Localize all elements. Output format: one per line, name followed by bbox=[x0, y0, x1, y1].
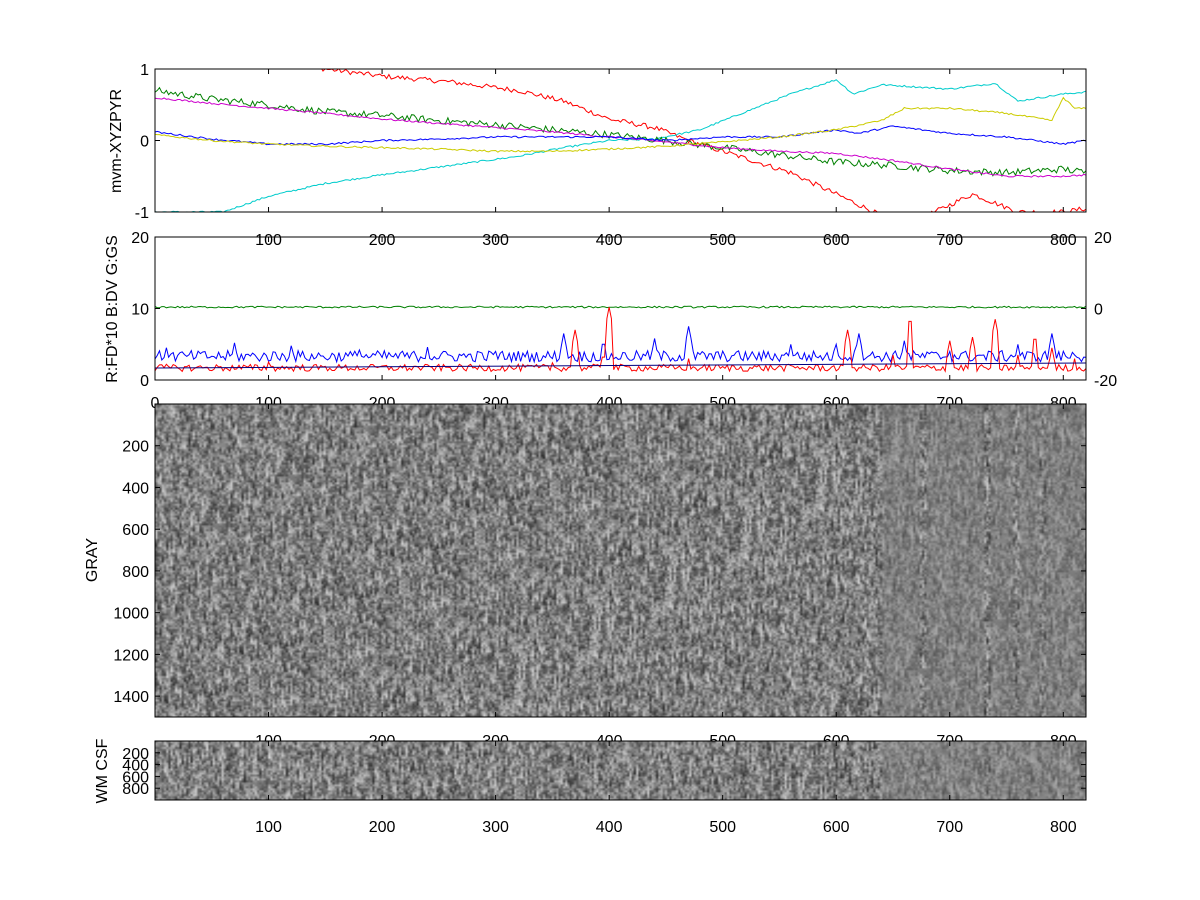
wm-csf-carpet bbox=[155, 741, 1086, 800]
motion-series-line bbox=[155, 125, 1086, 146]
gray-matter-axes-frame bbox=[154, 403, 1087, 718]
y2-tick-label: 0 bbox=[1094, 302, 1103, 319]
x-tick-label: 300 bbox=[482, 819, 509, 836]
motion-ticks: 100 200 300 400 500 600 700 800-101 bbox=[135, 62, 1086, 249]
y-tick-label: 600 bbox=[122, 522, 149, 539]
fd-dvars-series-line bbox=[154, 326, 1087, 364]
y-tick-label: 400 bbox=[122, 758, 149, 775]
motion-series-line bbox=[155, 86, 1086, 178]
y-tick-label: 10 bbox=[131, 302, 149, 319]
y-tick-label: 1000 bbox=[113, 606, 149, 623]
gray-matter-carpet bbox=[155, 404, 1086, 717]
fd-dvars-series-line bbox=[154, 307, 1087, 373]
motion-series-line bbox=[155, 96, 1086, 153]
motion-lines bbox=[155, 69, 1086, 212]
gs-baseline-line bbox=[154, 362, 1087, 369]
y-tick-label: 1200 bbox=[113, 647, 149, 664]
y-tick-label: 1 bbox=[140, 62, 149, 79]
y-tick-label: -1 bbox=[135, 205, 149, 222]
y-tick-label: 0 bbox=[140, 373, 149, 390]
motion-series-line bbox=[321, 69, 1086, 212]
motion-series-line bbox=[155, 79, 1086, 212]
y2-tick-label: -20 bbox=[1094, 373, 1117, 390]
y-tick-label: 600 bbox=[122, 769, 149, 786]
x-tick-label: 600 bbox=[823, 819, 850, 836]
x-tick-label: 500 bbox=[709, 819, 736, 836]
y-tick-label: 400 bbox=[122, 480, 149, 497]
motion-ylabel: mvm-XYZPYR bbox=[108, 89, 125, 193]
fd-dvars-lines bbox=[154, 305, 1087, 373]
motion-parameters-panel: 100 200 300 400 500 600 700 800-101 mvm-XYZPYR bbox=[108, 62, 1087, 249]
y2-tick-label: 20 bbox=[1094, 230, 1112, 247]
wm-csf-axes-frame bbox=[154, 740, 1087, 801]
fd-dvars-series-line bbox=[154, 305, 1087, 309]
y-tick-label: 0 bbox=[140, 134, 149, 151]
x-tick-label: 100 bbox=[255, 819, 282, 836]
fd-dvars-ylabel: R:FD*10 B:DV G:GS bbox=[104, 235, 121, 383]
wm-csf-ylabel: WM CSF bbox=[94, 738, 111, 803]
y-tick-label: 20 bbox=[131, 230, 149, 247]
y-tick-label: 200 bbox=[122, 746, 149, 763]
x-tick-label: 400 bbox=[596, 819, 623, 836]
x-tick-label: 200 bbox=[369, 819, 396, 836]
x-tick-label: 700 bbox=[936, 819, 963, 836]
gray-matter-panel: 1002003004005006007008002004006008001000… bbox=[84, 403, 1087, 750]
y-tick-label: 1400 bbox=[113, 689, 149, 706]
y-tick-label: 800 bbox=[122, 564, 149, 581]
y-tick-label: 200 bbox=[122, 439, 149, 456]
gray-matter-ylabel: GRAY bbox=[84, 538, 101, 582]
x-tick-label: 800 bbox=[1050, 819, 1077, 836]
y-tick-label: 800 bbox=[122, 781, 149, 798]
